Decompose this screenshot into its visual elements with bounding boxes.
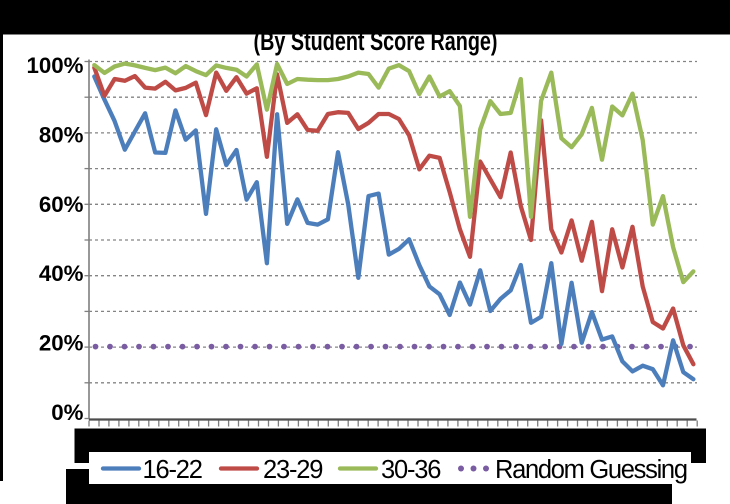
svg-text:20%: 20% — [39, 331, 84, 356]
svg-text:40%: 40% — [39, 261, 84, 286]
svg-text:0%: 0% — [51, 400, 83, 425]
svg-text:Random Guessing: Random Guessing — [495, 456, 687, 484]
svg-text:23-29: 23-29 — [263, 456, 322, 484]
svg-text:30-36: 30-36 — [381, 456, 441, 484]
svg-text:80%: 80% — [39, 123, 84, 148]
svg-text:16-22: 16-22 — [143, 456, 202, 484]
svg-text:60%: 60% — [39, 192, 84, 217]
svg-text:100%: 100% — [26, 53, 83, 78]
